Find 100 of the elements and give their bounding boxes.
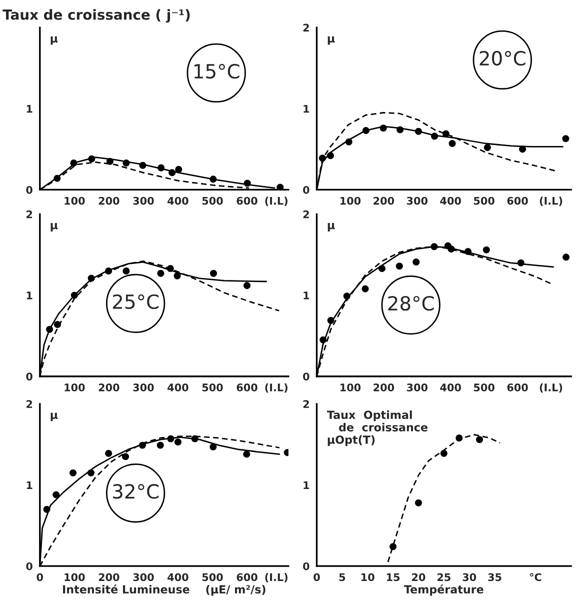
y-tick-label: 2 (26, 400, 32, 408)
x-tick-label: 0 (314, 573, 320, 582)
point (88, 274, 95, 282)
x-tick-label: 0 (36, 573, 44, 582)
y-tick-label: 1 (304, 292, 310, 300)
point (70, 469, 77, 476)
point (456, 434, 463, 442)
point (138, 442, 146, 449)
y-tick-label: 2 (303, 400, 309, 408)
point (519, 146, 526, 153)
x-tick-label: 500 (474, 196, 494, 205)
point (430, 243, 438, 250)
x-tick-label: 400 (168, 384, 188, 392)
point (345, 138, 352, 146)
y-tick-label: 0 (26, 372, 32, 380)
point (412, 258, 420, 266)
x-tick-label: 400 (440, 196, 461, 205)
point (88, 155, 96, 162)
point (156, 442, 164, 449)
x-tick-label: 300 (133, 384, 154, 392)
point (517, 259, 524, 266)
point (320, 336, 327, 344)
point (43, 506, 50, 513)
point (105, 450, 112, 457)
x-tick-label: 100 (340, 196, 361, 205)
point (362, 285, 369, 292)
x-tick-label: 500 (202, 384, 223, 392)
x-tick-label: 500 (202, 573, 223, 582)
point (167, 435, 174, 442)
x-tick-label: 500 (202, 196, 223, 205)
point (54, 320, 62, 328)
x-tick-label: 10 (362, 573, 374, 582)
x-tick-label: 100 (64, 573, 85, 582)
point (158, 164, 165, 172)
x-tick-label: 20 (412, 573, 426, 582)
x-tick-label: 100 (340, 384, 361, 392)
point (414, 128, 422, 135)
x-tick-label: 300 (133, 196, 154, 205)
point (414, 499, 422, 506)
text: 28°C (388, 296, 434, 311)
x-tick-label: 200 (98, 573, 120, 582)
point (380, 124, 387, 132)
x-tick-label: 25 (437, 573, 450, 582)
point (106, 158, 114, 165)
y-tick-label: 1 (304, 104, 310, 113)
x-tick-label: (I.L) (540, 196, 562, 206)
x-tick-label: 600 (236, 196, 258, 205)
point (476, 436, 484, 444)
point (390, 543, 397, 550)
point (326, 152, 334, 160)
x-tick-label: (I.L) (265, 383, 288, 393)
point (396, 262, 403, 270)
point (157, 270, 164, 277)
y-tick-label: 2 (26, 210, 32, 218)
y-tick-label: 0 (26, 186, 32, 194)
point (174, 272, 181, 280)
point (174, 438, 182, 446)
text: 20°C (480, 50, 526, 66)
point (175, 166, 182, 173)
point (210, 443, 217, 450)
y-tick-label: 0 (26, 562, 32, 570)
x-tick-label: 600 (507, 384, 528, 392)
y-axis-title: µ (328, 36, 335, 45)
point (243, 450, 250, 458)
y-tick-label: 1 (304, 481, 310, 489)
point (166, 265, 174, 272)
y-tick-label: 1 (26, 104, 32, 113)
x-tick-label: 600 (236, 384, 258, 392)
x-tick-label: 300 (406, 384, 428, 392)
point (122, 453, 130, 460)
x-tick-label: (I.L) (540, 383, 562, 393)
point (105, 267, 112, 274)
x-tick-label: 400 (440, 384, 461, 392)
point (46, 326, 54, 333)
point (562, 135, 570, 142)
y-axis-title: µ (50, 412, 58, 422)
x-tick-label: 300 (133, 573, 154, 582)
y-tick-label: 0 (303, 372, 310, 380)
point (54, 174, 61, 182)
point (442, 130, 450, 138)
text: 25°C (112, 294, 159, 310)
text: 32°C (113, 484, 159, 499)
point (191, 435, 198, 442)
point (464, 248, 472, 256)
point (210, 176, 217, 183)
text: Taux de croissance ( j⁻¹) (2, 9, 190, 23)
point (378, 265, 386, 272)
x-tick-label: (I.L) (265, 196, 288, 206)
x-tick-label: 100 (64, 384, 85, 392)
point (139, 162, 146, 169)
point (276, 184, 284, 190)
point (70, 159, 78, 166)
text: 15°C (194, 64, 240, 79)
y-tick-label: 1 (26, 481, 32, 489)
y-tick-label: 0 (303, 562, 310, 570)
point (122, 267, 130, 274)
point (210, 270, 218, 277)
point (440, 450, 448, 457)
x-tick-label: 400 (168, 573, 188, 582)
x-tick-label: 500 (474, 384, 494, 392)
